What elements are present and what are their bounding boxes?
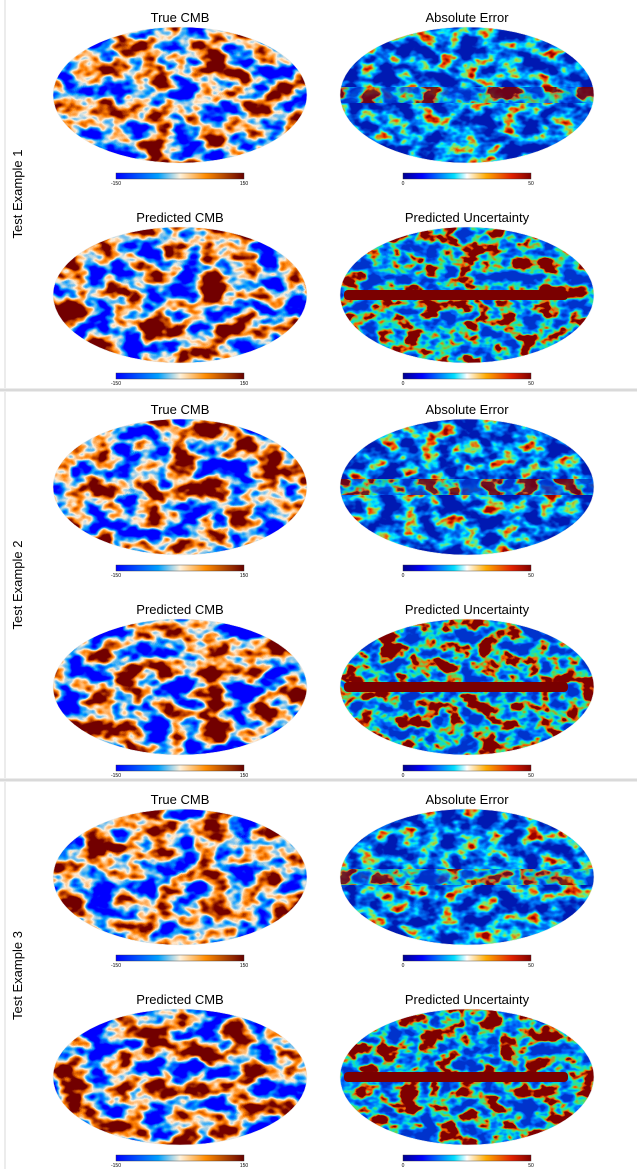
panel-title: Predicted CMB [136,992,223,1007]
colorbar [403,565,531,571]
map-panel: Predicted Uncertainty 0 50 [340,602,594,779]
panel-title: Predicted CMB [136,210,223,225]
panel-title: True CMB [151,10,210,25]
panel-title: Absolute Error [425,792,509,807]
colorbar-max: 150 [240,181,249,187]
map-panel: Absolute Error 0 50 [340,10,594,187]
colorbar-max: 150 [240,963,249,969]
example-block: Test Example 1 True CMB -150 150 Absolute Er… [5,0,594,388]
colorbar-min: -150 [111,773,121,779]
colorbar-min: 0 [402,1163,405,1169]
map-panel: True CMB -150 150 [53,10,307,187]
sky-map [340,1009,594,1145]
panel-title: True CMB [151,402,210,417]
colorbar [403,373,531,379]
map-panel: True CMB -150 150 [53,402,307,579]
sky-map [340,227,594,363]
colorbar-min: 0 [402,963,405,969]
sky-map [53,227,307,363]
colorbar [403,765,531,771]
map-panel: Absolute Error 0 50 [340,402,594,579]
panel-title: Absolute Error [425,10,509,25]
colorbar [116,373,244,379]
colorbar-min: -150 [111,381,121,387]
colorbar [116,765,244,771]
colorbar-max: 150 [240,1163,249,1169]
map-panel: Predicted Uncertainty 0 50 [340,992,594,1169]
sky-map [53,619,307,755]
example-block: Test Example 2 True CMB -150 150 Absolute Er… [0,390,637,779]
panel-title: True CMB [151,792,210,807]
example-label: Test Example 1 [10,150,25,239]
sky-map [340,419,594,555]
sky-map [340,619,594,755]
sky-map [53,809,307,945]
panel-title: Predicted CMB [136,602,223,617]
map-panel: Absolute Error 0 50 [340,792,594,969]
panel-title: Predicted Uncertainty [405,210,530,225]
colorbar-max: 150 [240,381,249,387]
colorbar [116,173,244,179]
colorbar-min: 0 [402,573,405,579]
map-panel: Predicted CMB -150 150 [53,602,307,779]
colorbar-max: 50 [528,181,534,187]
colorbar-min: 0 [402,381,405,387]
colorbar-max: 50 [528,1163,534,1169]
sky-map [340,27,594,163]
colorbar-max: 150 [240,773,249,779]
panel-title: Predicted Uncertainty [405,602,530,617]
example-block: Test Example 3 True CMB -150 150 Absolute Er… [0,780,637,1169]
colorbar-min: -150 [111,573,121,579]
colorbar-min: -150 [111,963,121,969]
colorbar-max: 50 [528,573,534,579]
colorbar-max: 50 [528,381,534,387]
example-label: Test Example 2 [10,541,25,630]
colorbar [116,955,244,961]
colorbar [403,173,531,179]
colorbar-max: 150 [240,573,249,579]
sky-map [340,809,594,945]
colorbar [403,1155,531,1161]
colorbar-min: 0 [402,773,405,779]
sky-map [53,27,307,163]
colorbar-min: -150 [111,181,121,187]
panel-title: Predicted Uncertainty [405,992,530,1007]
colorbar-min: 0 [402,181,405,187]
sky-map [53,419,307,555]
map-panel: Predicted CMB -150 150 [53,992,307,1169]
figure: Test Example 1 True CMB -150 150 Absolute Er… [0,0,637,1169]
map-panel: True CMB -150 150 [53,792,307,969]
example-label: Test Example 3 [10,931,25,1020]
map-panel: Predicted Uncertainty 0 50 [340,210,594,387]
map-panel: Predicted CMB -150 150 [53,210,307,387]
colorbar-max: 50 [528,963,534,969]
colorbar-max: 50 [528,773,534,779]
colorbar [403,955,531,961]
colorbar [116,1155,244,1161]
colorbar [116,565,244,571]
sky-map [53,1009,307,1145]
panel-title: Absolute Error [425,402,509,417]
colorbar-min: -150 [111,1163,121,1169]
